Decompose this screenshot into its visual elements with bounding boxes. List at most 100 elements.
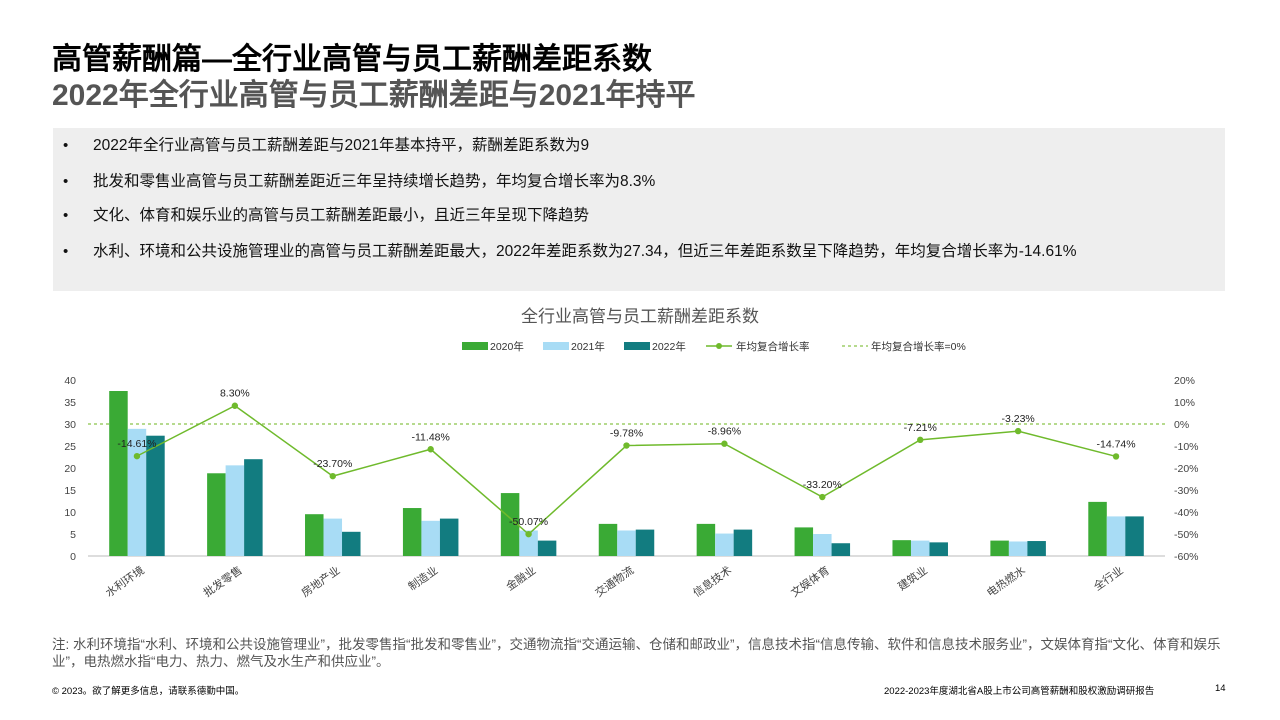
bar — [831, 543, 851, 556]
y2-axis-tick: 20% — [1174, 375, 1195, 387]
bar — [696, 523, 716, 556]
growth-rate-point — [721, 440, 728, 447]
growth-rate-label: -3.23% — [1001, 413, 1034, 425]
bar — [1106, 516, 1126, 556]
y2-axis-tick: -50% — [1174, 529, 1199, 541]
growth-rate-label: -33.20% — [803, 479, 842, 491]
bullet-text: 文化、体育和娱乐业的高管与员工薪酬差距最小，且近三年呈现下降趋势 — [93, 207, 590, 224]
bar — [1027, 541, 1046, 556]
y-axis-tick: 30 — [64, 419, 76, 431]
bar — [146, 435, 165, 556]
bar — [635, 529, 655, 556]
bar — [598, 523, 618, 556]
chart-footnote: 注: 水利环境指“水利、环境和公共设施管理业”，批发零售指“批发和零售业”，交通… — [52, 637, 1221, 669]
bar — [402, 508, 422, 556]
x-axis-category: 交通物流 — [592, 563, 636, 600]
growth-rate-point — [525, 530, 532, 538]
legend-label: 2021年 — [571, 340, 605, 353]
growth-rate-label: -14.61% — [117, 438, 156, 450]
y-axis-tick: 0 — [70, 551, 76, 563]
x-axis-category: 房地产业 — [298, 563, 342, 600]
growth-rate-point — [917, 436, 924, 444]
y-axis-tick: 20 — [64, 463, 76, 475]
y2-axis-tick: -10% — [1174, 441, 1199, 453]
y2-axis-tick: 10% — [1174, 397, 1195, 409]
y-axis-tick: 15 — [64, 485, 76, 497]
pay-gap-chart: 全行业高管与员工薪酬差距系数 2020年 2021年 2022年 年均复合增长率 年均复合… — [64, 307, 1199, 600]
bar — [617, 530, 636, 556]
growth-rate-label: -11.48% — [412, 431, 450, 443]
legend-swatch — [543, 342, 569, 350]
legend-swatch — [462, 342, 488, 350]
bar — [323, 518, 343, 556]
bar — [500, 493, 520, 556]
y-axis-tick: 10 — [64, 507, 76, 519]
bar — [1088, 501, 1107, 556]
bar — [305, 514, 324, 556]
page-title: 高管薪酬篇—全行业高管与员工薪酬差距系数 — [52, 43, 652, 76]
y-axis-tick: 5 — [70, 529, 76, 541]
y-axis-tick: 40 — [64, 375, 76, 387]
growth-rate-point — [1014, 427, 1022, 435]
y2-axis-tick: -40% — [1174, 507, 1199, 519]
growth-rate-point — [623, 442, 630, 449]
y2-axis-tick: -30% — [1174, 485, 1199, 497]
bullet-item: • 2022年全行业高管与员工薪酬差距与2021年基本持平，薪酬差距系数为9 — [63, 133, 1203, 159]
report-title-footer: 2022-2023年度湖北省A股上市公司高管薪酬和股权激励调研报告 — [884, 686, 1155, 697]
growth-rate-point — [1112, 453, 1120, 460]
bullet-item: • 文化、体育和娱乐业的高管与员工薪酬差距最小，且近三年呈现下降趋势 — [63, 203, 1203, 229]
bar — [733, 529, 753, 556]
bar — [1008, 541, 1028, 556]
page-subtitle: 2022年全行业高管与员工薪酬差距与2021年持平 — [52, 79, 696, 112]
bar — [892, 540, 911, 556]
growth-rate-label: -23.70% — [313, 458, 352, 470]
legend-label: 2022年 — [652, 340, 686, 353]
y2-axis-tick: 0% — [1174, 419, 1189, 431]
legend-swatch — [624, 342, 650, 350]
x-axis-category: 水利环境 — [103, 563, 147, 600]
x-axis-category: 建筑业 — [895, 563, 930, 593]
y2-axis-tick: -20% — [1174, 463, 1199, 475]
bar — [813, 534, 832, 556]
growth-rate-point — [231, 402, 239, 409]
growth-rate-line — [136, 404, 1117, 536]
bar — [421, 520, 440, 556]
growth-rate-label: -50.07% — [509, 516, 548, 528]
bullet-dot: • — [63, 173, 69, 190]
growth-rate-label: -9.78% — [610, 428, 643, 440]
bar — [342, 531, 361, 556]
chart-title: 全行业高管与员工薪酬差距系数 — [521, 307, 759, 326]
x-axis-category: 批发零售 — [201, 563, 245, 600]
bar — [225, 465, 245, 556]
bullet-text: 水利、环境和公共设施管理业的高管与员工薪酬差距最大，2022年差距系数为27.3… — [93, 243, 1077, 260]
bar — [537, 540, 557, 556]
bullet-dot: • — [63, 207, 69, 224]
bullet-dot: • — [63, 137, 69, 154]
x-axis-category: 全行业 — [1091, 563, 1126, 593]
growth-rate-label: -7.21% — [904, 422, 937, 434]
bar — [439, 518, 459, 556]
bar — [207, 473, 226, 556]
growth-rate-point — [329, 472, 336, 480]
bullet-item: • 批发和零售业高管与员工薪酬差距近三年呈持续增长趋势，年均复合增长率为8.3% — [63, 169, 1203, 195]
bullet-text: 2022年全行业高管与员工薪酬差距与2021年基本持平，薪酬差距系数为9 — [93, 137, 590, 154]
bullet-item: • 水利、环境和公共设施管理业的高管与员工薪酬差距最大，2022年差距系数为27.… — [63, 239, 1203, 265]
x-axis-category: 制造业 — [405, 563, 440, 593]
bar — [910, 540, 930, 556]
bar — [1125, 516, 1144, 556]
legend-label: 年均复合增长率=0% — [871, 340, 966, 353]
bar — [794, 527, 814, 556]
x-axis-category: 文娱体育 — [788, 563, 832, 600]
growth-rate-point — [133, 452, 141, 460]
legend-line-marker — [716, 343, 722, 349]
y2-axis-tick: -60% — [1174, 551, 1199, 563]
y-axis-tick: 25 — [64, 441, 76, 453]
bar — [519, 530, 538, 556]
bar — [244, 459, 263, 556]
bar — [109, 391, 128, 556]
x-axis-category: 电热燃水 — [984, 563, 1028, 600]
bar — [127, 428, 147, 556]
bullet-text: 批发和零售业高管与员工薪酬差距近三年呈持续增长趋势，年均复合增长率为8.3% — [93, 173, 656, 190]
x-axis-category: 金融业 — [503, 563, 538, 593]
bar — [715, 533, 734, 556]
